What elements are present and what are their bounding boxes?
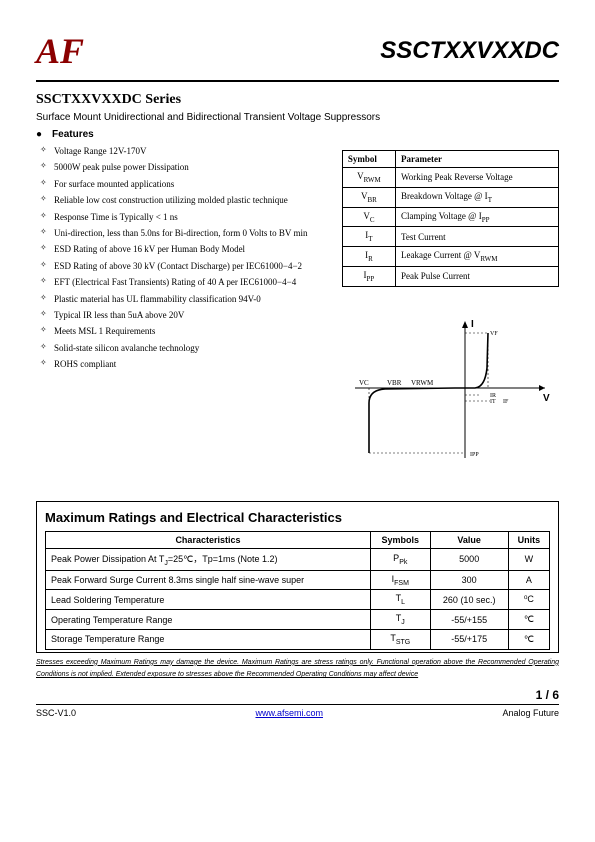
parameter-cell: Leakage Current @ VRWM [395, 247, 558, 267]
features-heading: Features [36, 129, 559, 140]
svg-text:I: I [471, 319, 474, 330]
val-cell: -55/+155 [430, 610, 508, 630]
header-divider [36, 80, 559, 82]
units-cell: ⁰C [508, 590, 549, 610]
table-row: IRLeakage Current @ VRWM [342, 247, 558, 267]
svg-text:IF: IF [503, 399, 509, 405]
parameter-col-header: Parameter [395, 151, 558, 168]
symbol-cell: IT [342, 227, 395, 247]
symbol-cell: IR [342, 247, 395, 267]
footer-company: Analog Future [502, 708, 559, 718]
feature-item: 5000W peak pulse power Dissipation [54, 160, 330, 174]
symbol-cell: VC [342, 207, 395, 227]
svg-text:VC: VC [359, 379, 369, 387]
units-cell: W [508, 548, 549, 570]
table-row: ITTest Current [342, 227, 558, 247]
feature-item: ESD Rating of above 30 kV (Contact Disch… [54, 259, 330, 273]
char-cell: Peak Forward Surge Current 8.3ms single … [46, 570, 371, 590]
feature-item: Uni-direction, less than 5.0ns for Bi-di… [54, 226, 330, 240]
feature-item: Voltage Range 12V-170V [54, 144, 330, 158]
svg-text:IT: IT [490, 399, 496, 405]
char-cell: Peak Power Dissipation At TJ=25℃，Tp=1ms … [46, 548, 371, 570]
ratings-section: Maximum Ratings and Electrical Character… [36, 501, 559, 653]
units-cell: A [508, 570, 549, 590]
units-cell: ℃ [508, 629, 549, 649]
ratings-title: Maximum Ratings and Electrical Character… [45, 510, 550, 525]
part-number-heading: SSCTXXVXXDC [380, 37, 559, 65]
sym-cell: PPk [370, 548, 430, 570]
table-row: VRWMWorking Peak Reverse Voltage [342, 168, 558, 188]
parameter-cell: Clamping Voltage @ IPP [395, 207, 558, 227]
val-cell: -55/+175 [430, 629, 508, 649]
svg-text:VRWM: VRWM [411, 379, 434, 387]
parameter-cell: Breakdown Voltage @ IT [395, 187, 558, 207]
feature-item: ESD Rating of above 16 kV per Human Body… [54, 242, 330, 256]
feature-item: ROHS compliant [54, 357, 330, 371]
table-row: IPPPeak Pulse Current [342, 266, 558, 286]
ratings-table: Characteristics Symbols Value Units Peak… [45, 531, 550, 650]
feature-item: EFT (Electrical Fast Transients) Rating … [54, 275, 330, 289]
feature-item: Plastic material has UL flammability cla… [54, 292, 330, 306]
sym-cell: TSTG [370, 629, 430, 649]
parameter-cell: Working Peak Reverse Voltage [395, 168, 558, 188]
ratings-sym-header: Symbols [370, 531, 430, 548]
sym-cell: IFSM [370, 570, 430, 590]
table-row: Operating Temperature RangeTJ-55/+155℃ [46, 610, 550, 630]
feature-item: Typical IR less than 5uA above 20V [54, 308, 330, 322]
val-cell: 300 [430, 570, 508, 590]
ratings-units-header: Units [508, 531, 549, 548]
val-cell: 5000 [430, 548, 508, 570]
ratings-char-header: Characteristics [46, 531, 371, 548]
parameter-cell: Peak Pulse Current [395, 266, 558, 286]
svg-text:IPP: IPP [470, 452, 479, 458]
feature-item: Response Time is Typically < 1 ns [54, 210, 330, 224]
symbol-cell: VRWM [342, 168, 395, 188]
feature-item: Reliable low cost construction utilizing… [54, 193, 330, 207]
char-cell: Operating Temperature Range [46, 610, 371, 630]
series-title: SSCTXXVXXDC Series [36, 92, 559, 108]
footer-version: SSC-V1.0 [36, 708, 76, 718]
sym-cell: TL [370, 590, 430, 610]
table-row: VBRBreakdown Voltage @ IT [342, 187, 558, 207]
feature-item: For surface mounted applications [54, 177, 330, 191]
char-cell: Storage Temperature Range [46, 629, 371, 649]
char-cell: Lead Soldering Temperature [46, 590, 371, 610]
sym-cell: TJ [370, 610, 430, 630]
footer-divider [36, 704, 559, 705]
feature-item: Solid-state silicon avalanche technology [54, 341, 330, 355]
symbol-parameter-table: Symbol Parameter VRWMWorking Peak Revers… [342, 150, 559, 287]
units-cell: ℃ [508, 610, 549, 630]
feature-item: Meets MSL 1 Requirements [54, 324, 330, 338]
features-list: Voltage Range 12V-170V 5000W peak pulse p… [36, 144, 330, 371]
svg-text:V: V [543, 393, 550, 404]
parameter-cell: Test Current [395, 227, 558, 247]
iv-curve-graph: I V VF IR IT IF IPP VC VBR VRWM [342, 313, 559, 463]
ratings-val-header: Value [430, 531, 508, 548]
table-row: Lead Soldering TemperatureTL260 (10 sec.… [46, 590, 550, 610]
svg-text:VBR: VBR [387, 379, 402, 387]
table-row: Peak Forward Surge Current 8.3ms single … [46, 570, 550, 590]
ratings-footnote: Stresses exceeding Maximum Ratings may d… [36, 657, 559, 682]
page-number: 1 / 6 [36, 688, 559, 702]
symbol-cell: IPP [342, 266, 395, 286]
series-subtitle: Surface Mount Unidirectional and Bidirec… [36, 112, 559, 123]
table-row: VCClamping Voltage @ IPP [342, 207, 558, 227]
val-cell: 260 (10 sec.) [430, 590, 508, 610]
symbol-col-header: Symbol [342, 151, 395, 168]
svg-text:VF: VF [490, 331, 498, 337]
symbol-cell: VBR [342, 187, 395, 207]
footer-website-link[interactable]: www.afsemi.com [255, 708, 323, 718]
table-row: Peak Power Dissipation At TJ=25℃，Tp=1ms … [46, 548, 550, 570]
company-logo: AF [36, 30, 84, 72]
table-row: Storage Temperature RangeTSTG-55/+175℃ [46, 629, 550, 649]
